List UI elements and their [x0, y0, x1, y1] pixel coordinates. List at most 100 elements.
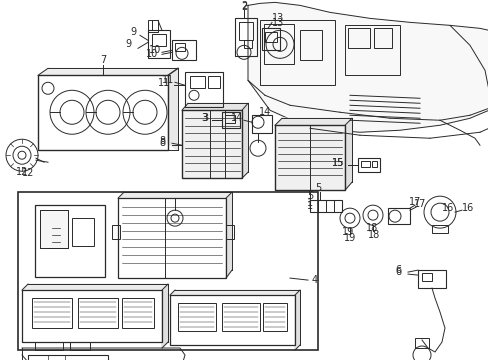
Bar [387, 208, 409, 224]
Text: 5: 5 [314, 183, 321, 193]
Bar [190, 76, 204, 88]
Polygon shape [345, 118, 351, 190]
Text: 14: 14 [230, 113, 243, 123]
Bar [207, 76, 220, 88]
Text: 11: 11 [158, 78, 170, 88]
Bar [264, 32, 276, 42]
Bar [40, 210, 68, 248]
Text: 13: 13 [271, 13, 284, 23]
Bar [22, 290, 162, 342]
Polygon shape [182, 103, 247, 110]
Text: 12: 12 [16, 167, 28, 177]
Polygon shape [118, 192, 231, 198]
Bar [225, 225, 234, 239]
Bar [274, 125, 345, 190]
Bar [431, 225, 447, 233]
Bar [345, 25, 399, 75]
Text: 12: 12 [22, 168, 34, 178]
Polygon shape [170, 290, 299, 295]
Bar [371, 161, 376, 167]
Text: 17: 17 [413, 199, 426, 209]
Bar [239, 22, 252, 40]
Text: 1: 1 [306, 198, 312, 208]
Bar [251, 115, 271, 133]
Bar [264, 24, 293, 64]
Bar [260, 21, 334, 85]
Text: 14: 14 [258, 107, 270, 117]
Polygon shape [274, 125, 345, 190]
Text: 6: 6 [394, 265, 400, 275]
Polygon shape [22, 284, 168, 290]
Bar [70, 342, 90, 350]
Bar [417, 270, 445, 288]
Text: 16: 16 [461, 203, 473, 213]
Bar [38, 75, 168, 150]
Bar [148, 30, 170, 58]
Text: 13: 13 [271, 18, 284, 28]
Bar [40, 210, 68, 248]
Polygon shape [294, 290, 299, 350]
Text: 10: 10 [148, 45, 161, 55]
Text: 19: 19 [343, 233, 355, 243]
Bar [421, 273, 431, 281]
Bar [244, 40, 251, 48]
Bar [262, 28, 280, 50]
Bar [235, 18, 257, 56]
Bar [263, 303, 286, 331]
Bar [347, 28, 369, 48]
Text: 18: 18 [365, 223, 377, 233]
Polygon shape [38, 68, 178, 75]
Polygon shape [242, 103, 247, 178]
Bar [299, 30, 321, 60]
Bar [18, 192, 317, 350]
Bar [175, 43, 184, 51]
Bar [373, 28, 391, 48]
Text: 6: 6 [394, 267, 400, 277]
Polygon shape [182, 110, 242, 178]
Bar [222, 303, 260, 331]
Text: 4: 4 [311, 275, 317, 285]
Text: 11: 11 [162, 75, 174, 85]
Bar [360, 161, 369, 167]
Text: 8: 8 [159, 136, 165, 146]
Polygon shape [225, 192, 231, 278]
Text: 2: 2 [241, 1, 246, 12]
Bar [72, 218, 94, 246]
Bar [222, 112, 240, 128]
Bar [152, 34, 165, 46]
Bar [35, 342, 63, 350]
Text: 16: 16 [441, 203, 453, 213]
Bar [224, 115, 235, 123]
Polygon shape [247, 3, 488, 132]
Text: 8: 8 [159, 138, 165, 148]
Bar [170, 295, 294, 345]
Bar [182, 110, 242, 178]
Bar [184, 72, 223, 107]
Text: 1: 1 [306, 201, 312, 211]
Bar [148, 21, 158, 32]
Text: 5: 5 [306, 191, 312, 201]
Bar [78, 298, 118, 328]
Text: 9: 9 [124, 39, 131, 49]
Bar [32, 298, 72, 328]
Text: 7: 7 [100, 55, 106, 65]
Text: 9: 9 [130, 27, 136, 37]
Bar [414, 338, 428, 348]
Text: 3: 3 [201, 113, 206, 123]
Polygon shape [162, 284, 168, 348]
Bar [35, 205, 105, 277]
Text: 15: 15 [331, 158, 344, 168]
Text: 2: 2 [241, 3, 246, 12]
Bar [357, 158, 379, 172]
Bar [28, 355, 108, 360]
Text: 19: 19 [341, 227, 353, 237]
Bar [118, 198, 225, 278]
Bar [172, 40, 196, 60]
Text: 15: 15 [331, 158, 344, 168]
Bar [112, 225, 120, 239]
Bar [122, 298, 154, 328]
Text: 17: 17 [408, 197, 420, 207]
Bar [178, 303, 216, 331]
Text: 10: 10 [145, 49, 158, 59]
Polygon shape [168, 68, 178, 150]
